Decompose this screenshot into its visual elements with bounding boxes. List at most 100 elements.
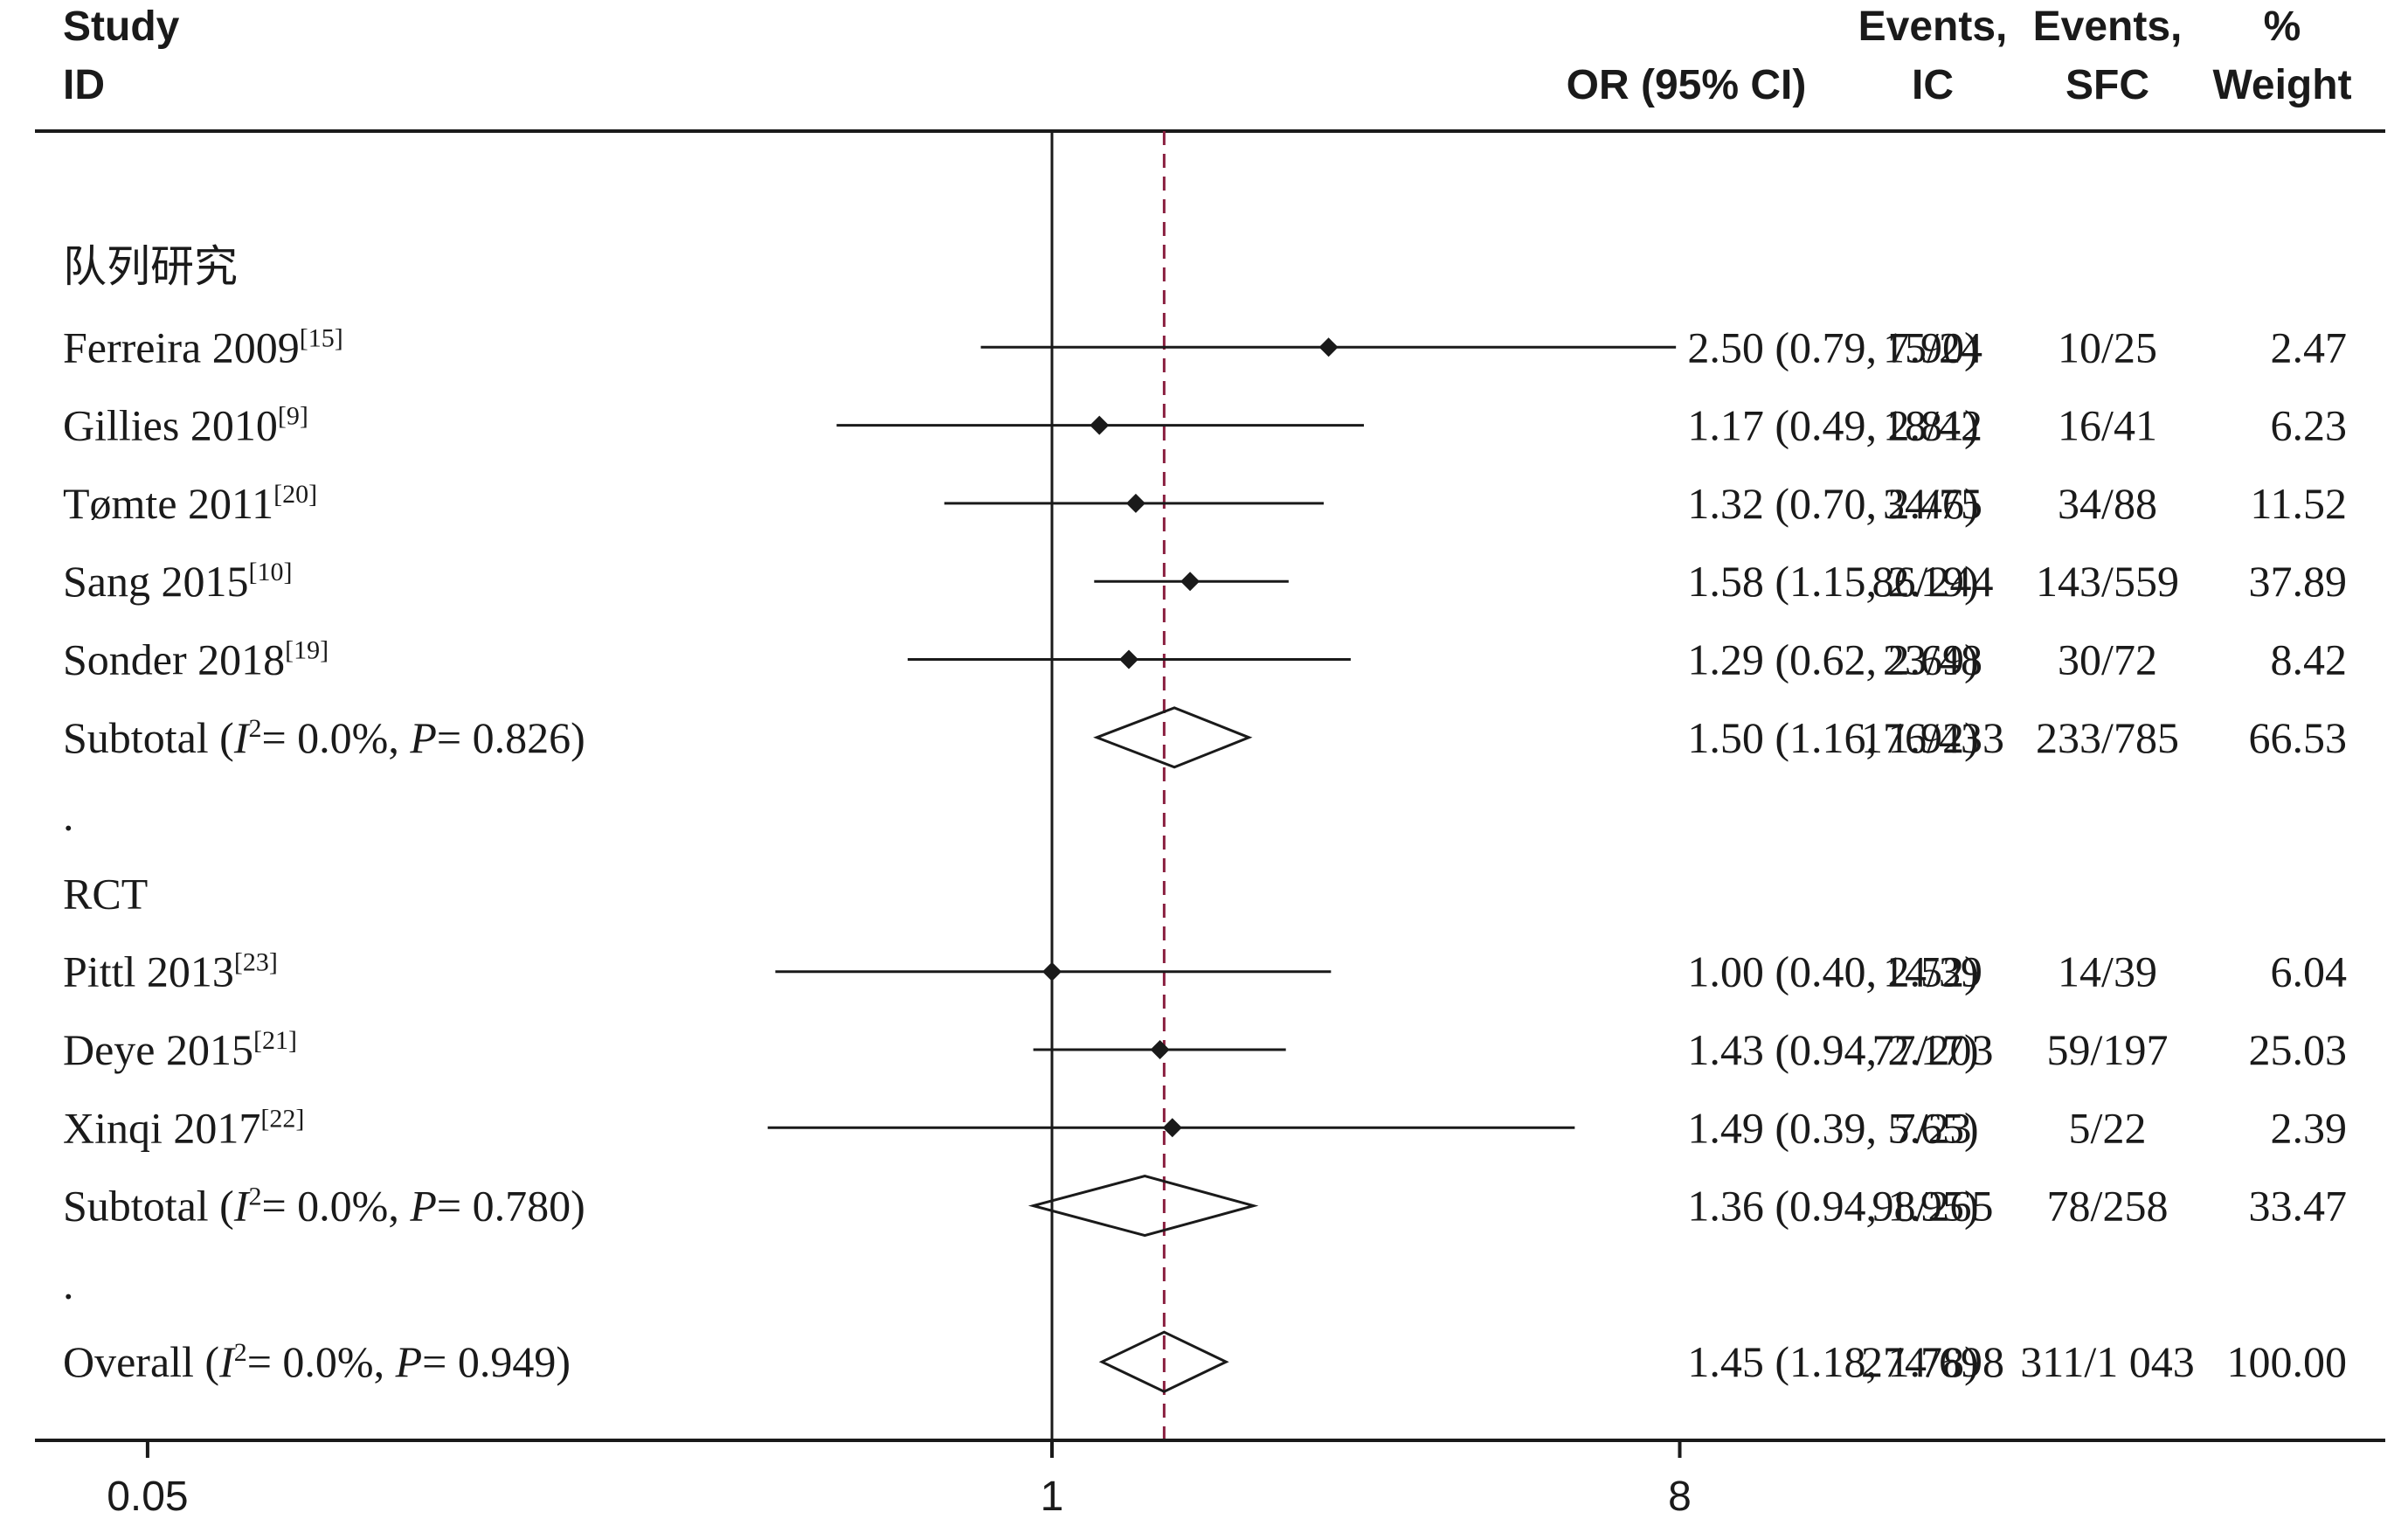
header-events-ic-2: IC — [1912, 62, 1954, 108]
row-study: Sang 2015[10] 1.58 (1.15, 2.19)86/244 143/… — [63, 557, 2347, 606]
row-overall: Overall (I2= 0.0%, P= 0.949) 1.45 (1.18, … — [63, 1330, 2348, 1393]
study-label: Sang 2015[10] — [63, 557, 292, 606]
row-study: Pittl 2013[23] 1.00 (0.40, 2.52)14/39 14/3… — [63, 947, 2347, 996]
header-weight-1: % — [2264, 3, 2301, 50]
row-subtotal: Subtotal (I2= 0.0%, P= 0.826) 1.50 (1.16,… — [63, 706, 2348, 769]
weight-value: 100.00 — [2227, 1337, 2348, 1386]
row-group: 队列研究 — [63, 241, 238, 292]
row-subtotal: Subtotal (I2= 0.0%, P= 0.780) 1.36 (0.94,… — [63, 1175, 2348, 1238]
weight-value: 2.47 — [2271, 323, 2348, 371]
or-ci-value: 1.49 (0.39, 5.65) — [1687, 1103, 1978, 1152]
header-events-sfc-1: Events, — [2033, 3, 2183, 50]
row-study: Gillies 2010[9] 1.17 (0.49, 2.81)18/42 16/… — [63, 401, 2347, 450]
events-sfc-value: 233/785 — [2036, 713, 2179, 762]
overall-diamond — [1098, 1330, 1229, 1393]
events-ic-value: 14/39 — [1883, 947, 1982, 996]
study-label: Pittl 2013[23] — [63, 947, 278, 996]
header-or: OR (95% CI) — [1567, 62, 1807, 108]
events-ic-value: 274/698 — [1861, 1337, 2004, 1386]
events-ic-value: 7/23 — [1894, 1103, 1972, 1152]
study-label: Subtotal (I2= 0.0%, P= 0.826) — [63, 713, 585, 762]
table-header: Study ID OR (95% CI) Events, IC Events, … — [63, 3, 2352, 108]
weight-value: 25.03 — [2249, 1025, 2348, 1074]
weight-value: 8.42 — [2271, 635, 2348, 684]
reference-superscript: [20] — [273, 480, 317, 509]
group-label: 队列研究 — [63, 241, 238, 292]
row-group: RCT — [63, 869, 148, 918]
reference-superscript: [10] — [249, 558, 293, 586]
reference-superscript: [15] — [300, 323, 343, 352]
header-id: ID — [63, 62, 105, 108]
or-ci-value: 2.50 (0.79, 7.90) — [1687, 323, 1978, 371]
weight-value: 66.53 — [2249, 713, 2348, 762]
point-estimate-marker — [1118, 649, 1138, 669]
row-study: Ferreira 2009[15] 2.50 (0.79, 7.90)15/24 1… — [63, 323, 2347, 371]
subtotal-diamond — [1093, 706, 1253, 769]
reference-superscript: [9] — [278, 402, 308, 431]
events-ic-value: 18/42 — [1883, 401, 1982, 450]
weight-value: 6.04 — [2271, 947, 2348, 996]
events-sfc-value: 311/1 043 — [2020, 1337, 2195, 1386]
weight-value: 2.39 — [2271, 1103, 2348, 1152]
events-ic-value: 34/75 — [1883, 479, 1982, 528]
x-tick-label: 1 — [1041, 1474, 1064, 1519]
row-study: Xinqi 2017[22] 1.49 (0.39, 5.65)7/23 5/22 2… — [63, 1103, 2347, 1152]
spacer-dot: . — [63, 791, 74, 840]
row-study: Sonder 2018[19] 1.29 (0.62, 2.69)23/48 30/… — [63, 635, 2347, 684]
row-dot: . — [63, 1259, 74, 1308]
row-study: Deye 2015[21] 1.43 (0.94, 2.17)77/203 59/1… — [63, 1025, 2347, 1074]
header-events-ic-1: Events, — [1858, 3, 2008, 50]
events-ic-value: 176/433 — [1861, 713, 2004, 762]
weight-value: 11.52 — [2250, 479, 2347, 528]
subtotal-diamond — [1028, 1175, 1259, 1238]
point-estimate-marker — [1150, 1040, 1170, 1059]
or-ci-value: 1.17 (0.49, 2.81) — [1687, 401, 1978, 450]
study-label: Sonder 2018[19] — [63, 635, 329, 684]
or-ci-value: 1.50 (1.16, 1.92) — [1687, 713, 1978, 762]
study-label: Xinqi 2017[22] — [63, 1103, 304, 1152]
events-ic-value: 23/48 — [1883, 635, 1982, 684]
events-sfc-value: 78/258 — [2047, 1182, 2169, 1231]
or-ci-value: 1.45 (1.18, 1.78) — [1687, 1337, 1978, 1386]
events-sfc-value: 10/25 — [2058, 323, 2157, 371]
weight-value: 6.23 — [2271, 401, 2348, 450]
point-estimate-marker — [1042, 961, 1062, 981]
point-estimate-marker — [1090, 415, 1110, 435]
events-ic-value: 77/203 — [1872, 1025, 1994, 1074]
events-ic-value: 15/24 — [1883, 323, 1982, 371]
or-ci-value: 1.32 (0.70, 2.46) — [1687, 479, 1978, 528]
reference-superscript: [19] — [285, 636, 329, 665]
events-ic-value: 98/265 — [1872, 1182, 1994, 1231]
header-events-sfc-2: SFC — [2065, 62, 2149, 108]
or-ci-value: 1.00 (0.40, 2.52) — [1687, 947, 1978, 996]
header-weight-2: Weight — [2212, 62, 2351, 108]
study-label: Subtotal (I2= 0.0%, P= 0.780) — [63, 1182, 585, 1231]
point-estimate-marker — [1125, 493, 1145, 513]
events-ic-value: 86/244 — [1872, 557, 1994, 606]
events-sfc-value: 34/88 — [2058, 479, 2157, 528]
point-estimate-marker — [1180, 572, 1201, 592]
reference-superscript: [21] — [253, 1026, 297, 1055]
weight-value: 37.89 — [2249, 557, 2348, 606]
or-ci-value: 1.29 (0.62, 2.69) — [1687, 635, 1978, 684]
row-dot: . — [63, 791, 74, 840]
x-tick-label: 0.05 — [107, 1474, 188, 1519]
group-label: RCT — [63, 869, 148, 918]
point-estimate-marker — [1162, 1118, 1182, 1138]
point-estimate-marker — [1318, 337, 1339, 357]
events-sfc-value: 14/39 — [2058, 947, 2157, 996]
study-label: Ferreira 2009[15] — [63, 323, 343, 371]
spacer-dot: . — [63, 1259, 74, 1308]
reference-superscript: [22] — [260, 1104, 304, 1133]
events-sfc-value: 30/72 — [2058, 635, 2157, 684]
events-sfc-value: 59/197 — [2047, 1025, 2169, 1074]
or-ci-value: 1.43 (0.94, 2.17) — [1687, 1025, 1978, 1074]
forest-rows: 队列研究 Ferreira 2009[15] 2.50 (0.79, 7.90)15… — [63, 241, 2348, 1393]
header-study: Study — [63, 3, 180, 50]
weight-value: 33.47 — [2249, 1182, 2348, 1231]
reference-superscript: [23] — [234, 948, 278, 977]
or-ci-value: 1.36 (0.94, 1.95) — [1687, 1182, 1978, 1231]
study-label: Overall (I2= 0.0%, P= 0.949) — [63, 1337, 571, 1386]
row-study: Tømte 2011[20] 1.32 (0.70, 2.46)34/75 34/8… — [63, 479, 2347, 528]
